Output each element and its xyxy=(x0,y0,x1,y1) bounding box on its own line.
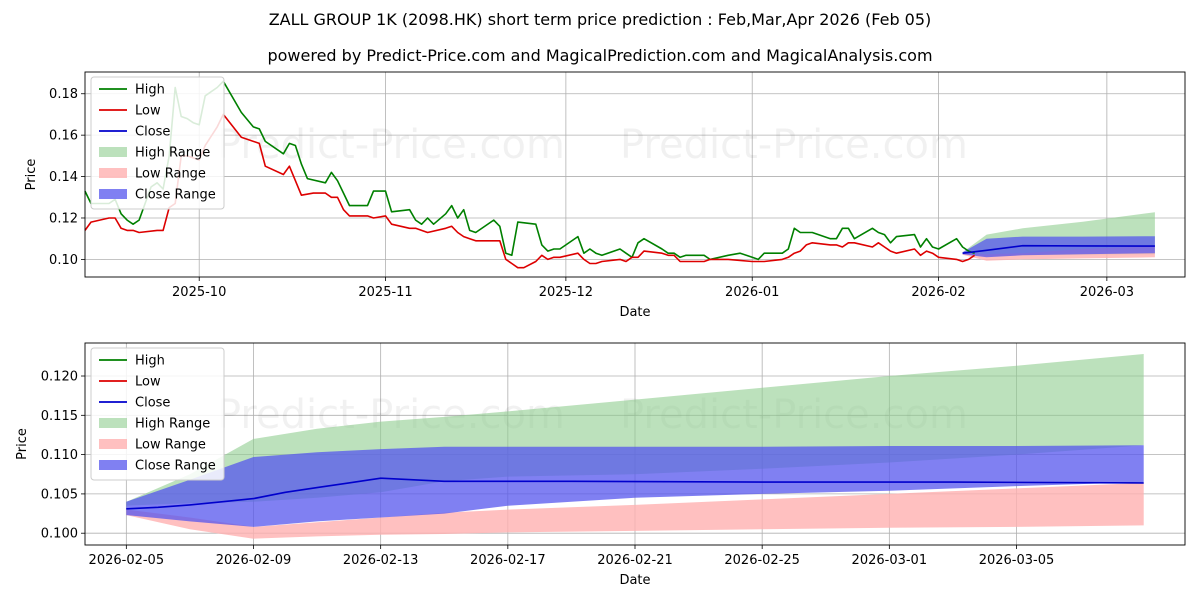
y-tick-label: 0.14 xyxy=(49,170,78,185)
chart-subtitle: powered by Predict-Price.com and Magical… xyxy=(267,46,933,65)
legend-label: High Range xyxy=(135,417,210,432)
legend: High Low Close High Range Low Range Close Ran… xyxy=(90,347,225,481)
y-axis-label: Price xyxy=(24,159,39,191)
x-tick-label: 2026-02-17 xyxy=(470,553,546,568)
legend-swatch-patch xyxy=(99,460,127,470)
close-range-band xyxy=(126,445,1144,527)
x-tick-label: 2026-02-21 xyxy=(597,553,673,568)
x-tick-label: 2026-03-05 xyxy=(979,553,1055,568)
x-tick-label: 2026-01 xyxy=(725,285,779,300)
y-tick-label: 0.115 xyxy=(41,409,78,424)
x-axis-label: Date xyxy=(619,573,650,588)
legend-label: Low xyxy=(135,375,161,390)
panel-1: Predict-Price.com Predict-Price.com 2025-1… xyxy=(24,71,1186,320)
legend-swatch-patch xyxy=(99,147,127,157)
y-tick-label: 0.110 xyxy=(41,448,78,463)
legend-label: High Range xyxy=(135,146,210,161)
legend-label: Low xyxy=(135,104,161,119)
close-range-band xyxy=(962,236,1155,258)
x-axis-label: Date xyxy=(619,305,650,320)
x-tick-label: 2026-02-09 xyxy=(216,553,292,568)
panel-2: Predict-Price.comPredict-Price.com2026-0… xyxy=(15,342,1186,588)
legend-label: Close Range xyxy=(135,459,216,474)
low-range-band xyxy=(126,482,1144,539)
x-tick-label: 2025-10 xyxy=(172,285,226,300)
legend-label: High xyxy=(135,354,165,369)
x-tick-label: 2025-12 xyxy=(539,285,593,300)
x-tick-label: 2026-02-13 xyxy=(343,553,419,568)
x-tick-label: 2025-11 xyxy=(358,285,412,300)
watermark: Predict-Price.com xyxy=(217,122,565,168)
legend: High Low Close High Range Low Range Close Ran… xyxy=(90,76,225,210)
legend-label: Close xyxy=(135,125,170,140)
watermark: Predict-Price.com xyxy=(620,122,968,168)
y-tick-label: 0.16 xyxy=(49,129,78,144)
x-tick-label: 2026-03 xyxy=(1080,285,1134,300)
legend-label: High xyxy=(135,83,165,98)
y-tick-label: 0.12 xyxy=(49,211,78,226)
legend-label: Low Range xyxy=(135,438,206,453)
y-tick-label: 0.120 xyxy=(41,370,78,385)
legend-swatch-patch xyxy=(99,439,127,449)
legend-label: Close Range xyxy=(135,188,216,203)
legend-swatch-patch xyxy=(99,168,127,178)
close-series-line xyxy=(962,244,1155,254)
x-tick-label: 2026-02-05 xyxy=(89,553,165,568)
x-tick-label: 2026-02 xyxy=(911,285,965,300)
legend-label: Close xyxy=(135,396,170,411)
plot-frame xyxy=(84,71,1186,278)
legend-label: Low Range xyxy=(135,167,206,182)
chart-title: ZALL GROUP 1K (2098.HK) short term price… xyxy=(268,10,932,29)
close-series-line xyxy=(126,477,1144,510)
y-tick-label: 0.18 xyxy=(49,87,78,102)
y-tick-label: 0.10 xyxy=(49,253,78,268)
x-tick-label: 2026-03-01 xyxy=(852,553,928,568)
y-tick-label: 0.100 xyxy=(41,527,78,542)
x-tick-label: 2026-02-25 xyxy=(724,553,800,568)
y-tick-label: 0.105 xyxy=(41,487,78,502)
legend-swatch-patch xyxy=(99,189,127,199)
y-axis-label: Price xyxy=(15,428,30,460)
legend-swatch-patch xyxy=(99,418,127,428)
